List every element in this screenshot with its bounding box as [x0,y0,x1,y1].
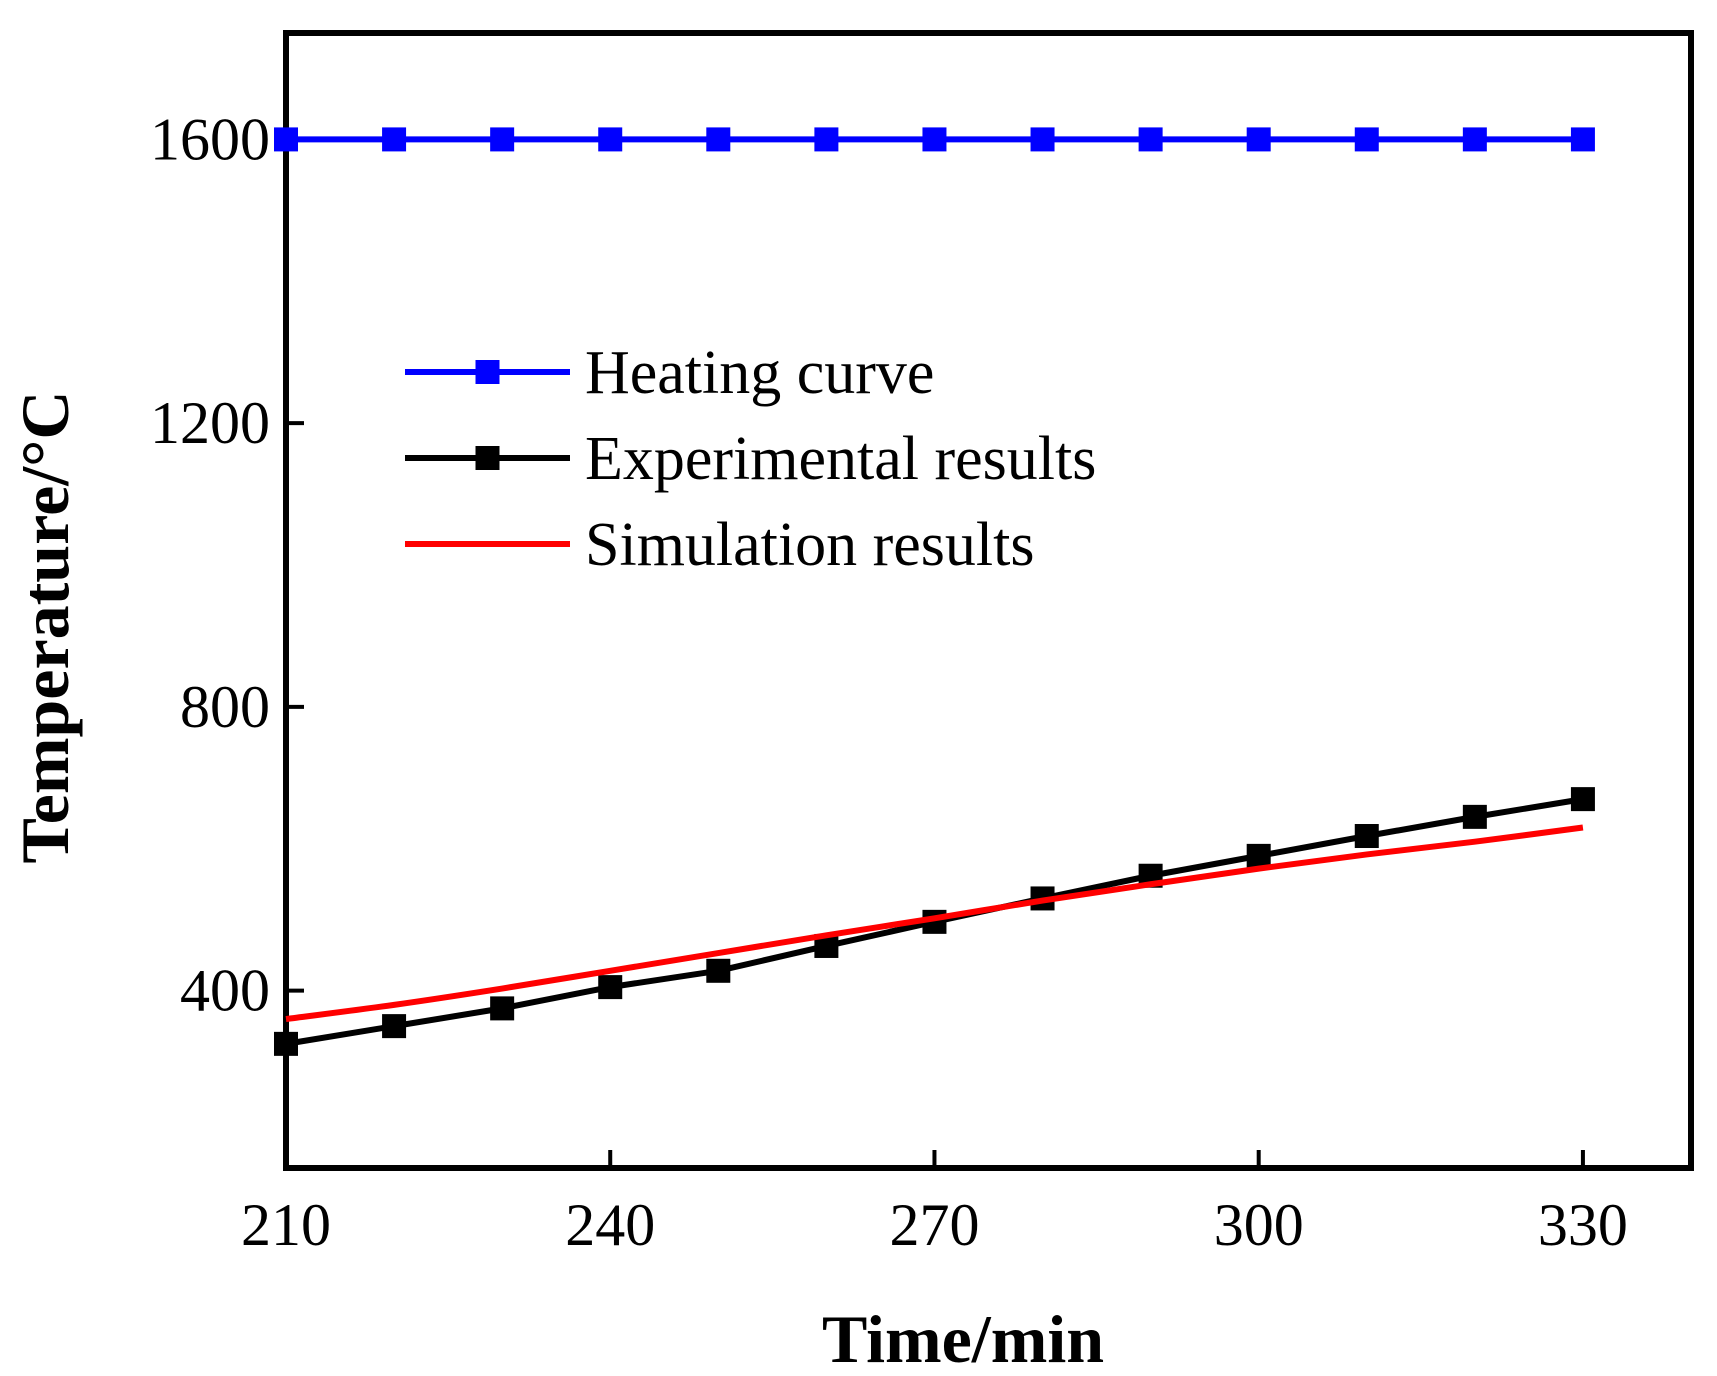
legend-item: Simulation results [405,511,1035,579]
data-point [1570,787,1595,812]
data-point [490,996,515,1021]
data-point [274,1031,298,1056]
data-point [1354,127,1379,152]
x-tick-label: 210 [241,1192,331,1258]
data-point [274,127,298,152]
legend-marker [475,446,500,470]
y-tick-label: 800 [180,674,270,740]
data-point [922,127,947,152]
series-heating-curve [274,127,1595,152]
plot-frame [283,30,1694,1171]
data-point [1462,127,1487,152]
y-tick-label: 1600 [150,106,270,172]
data-point [1138,127,1163,152]
y-axis-title: Temperature/°C [7,391,83,864]
legend: Heating curve Experimental results Simulat… [405,339,1096,579]
x-axis-title: Time/min [822,1301,1104,1376]
series-simulation-results [285,824,1584,1023]
data-point [382,127,407,152]
data-point [706,958,731,983]
data-point [598,127,623,152]
legend-label: Experimental results [585,425,1096,493]
legend-label: Simulation results [585,511,1035,579]
axis-ticks: 210 240 270 300 330 400 800 1200 1600 [150,106,1628,1258]
data-point [814,127,839,152]
y-tick-label: 1200 [150,390,270,456]
legend-marker [475,360,500,384]
data-point [1462,804,1487,829]
series-line [285,824,1584,1023]
data-point [1246,843,1271,868]
x-tick-label: 300 [1214,1192,1304,1258]
data-point [1030,127,1055,152]
y-tick-label: 400 [180,958,270,1024]
series-experimental-results [274,787,1595,1056]
x-tick-label: 240 [565,1192,655,1258]
data-point [1246,127,1271,152]
data-series [274,127,1595,1056]
legend-label: Heating curve [585,339,934,407]
legend-item: Experimental results [405,425,1096,493]
x-tick-label: 330 [1538,1192,1628,1258]
legend-item: Heating curve [405,339,934,407]
x-tick-label: 270 [889,1192,979,1258]
data-point [598,975,623,1000]
data-point [490,127,515,152]
data-point [382,1014,407,1039]
data-point [1570,127,1595,152]
data-point [1354,824,1379,849]
data-point [706,127,731,152]
